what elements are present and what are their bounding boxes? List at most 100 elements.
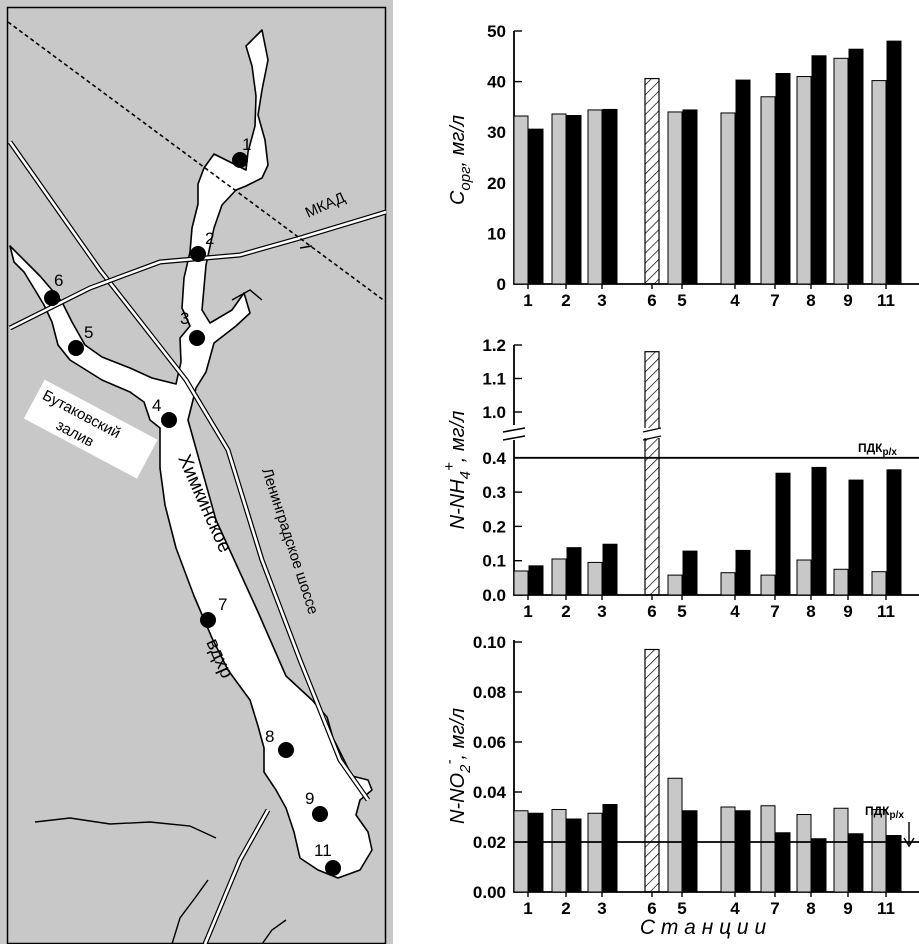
bar-grey: [513, 570, 529, 596]
bar-grey: [587, 812, 603, 893]
bar-black: [682, 109, 698, 285]
y-tick-label: 10: [487, 224, 506, 243]
bar-black: [811, 466, 827, 596]
x-tick-label: 6: [647, 899, 656, 918]
reservoir-map: 1 2 3 4 5 6 7 8 9 11 МКАД Бутаковский за…: [0, 0, 393, 945]
bars: [513, 40, 902, 285]
chart-no2: 0.00 0.02 0.04 0.06 0.08 0.10 1 2 3 6 5 4 7 8 9 11 ПДК…: [441, 633, 919, 939]
bar-black: [775, 73, 791, 285]
bar-grey: [871, 571, 887, 596]
x-tick-label: 5: [677, 602, 686, 621]
x-tick-label: 2: [561, 291, 570, 310]
y-tick-label: 0.02: [473, 833, 506, 852]
station-label: 4: [152, 396, 161, 415]
x-ticks: 1 2 3 6 5 4 7 8 9 11: [523, 595, 895, 621]
bar-grey: [720, 806, 736, 893]
x-tick-label: 9: [843, 291, 852, 310]
y-tick-label: 1.1: [482, 370, 506, 389]
x-tick-label: 3: [597, 899, 606, 918]
y-axis-label: N-NO2-, мг/л: [441, 708, 474, 824]
x-tick-label: 4: [730, 899, 740, 918]
tributary-line: [299, 245, 313, 249]
bar-black: [848, 833, 864, 893]
chart-nh4: 0.0 0.1 0.2 0.3 0.4 1.0 1.1 1.2 1 2 3 6 5 4 7 8 9 11 ПДК…: [441, 336, 919, 621]
railway-line: [7, 21, 387, 303]
y-ticks: 0.00 0.02 0.04 0.06 0.08 0.10: [473, 633, 522, 902]
bar-grey: [833, 807, 849, 893]
x-tick-label: 7: [770, 602, 779, 621]
bar-break-mark: [642, 427, 662, 441]
bar-grey: [720, 572, 736, 596]
bar-grey: [720, 112, 736, 285]
y-ticks: 0 10 20 30 40 50: [487, 22, 522, 294]
bar-black: [682, 550, 698, 596]
bars: [513, 648, 902, 893]
axis-break-mark: [502, 427, 526, 441]
bar-grey: [667, 574, 683, 596]
x-tick-label: 3: [597, 602, 606, 621]
x-tick-label: 1: [523, 291, 532, 310]
y-axis-label: N-NH4+, мг/л: [441, 411, 474, 530]
y-tick-label: 0.06: [473, 733, 506, 752]
bar-black: [528, 565, 544, 596]
x-tick-label: 1: [523, 899, 532, 918]
x-tick-label: 6: [647, 602, 656, 621]
bar-grey: [833, 568, 849, 596]
bar-black: [775, 832, 791, 893]
station-1: 1: [232, 135, 251, 168]
tributary-line: [171, 879, 209, 945]
bar-black: [528, 128, 544, 285]
x-tick-label: 4: [730, 291, 740, 310]
station-8: 8: [265, 727, 294, 758]
bar-black: [735, 79, 751, 285]
x-axis-label: С т а н ц и и: [640, 916, 767, 939]
bar-black: [602, 543, 618, 596]
y-tick-label: 0.08: [473, 683, 506, 702]
bar-black: [811, 838, 827, 893]
x-tick-label: 5: [677, 899, 686, 918]
x-ticks: 1 2 3 6 5 4 7 8 9 11: [523, 892, 895, 918]
bar-black: [848, 479, 864, 596]
x-tick-label: 3: [597, 291, 606, 310]
bar-grey: [796, 559, 812, 596]
x-tick-label: 5: [677, 291, 686, 310]
bar-black: [682, 810, 698, 893]
chart-corg: 0 10 20 30 40 50 1 2 3 6 5 4 7 8 9 11 Cорг, мг/л: [447, 22, 919, 310]
bar-black: [886, 469, 902, 596]
bar-grey: [760, 574, 776, 596]
station-label: 7: [218, 595, 227, 614]
lower-road-fill: [203, 809, 270, 945]
station-label: 1: [242, 135, 251, 154]
station-label: 11: [314, 841, 332, 860]
y-tick-label: 0.04: [473, 783, 507, 802]
x-tick-label: 11: [877, 899, 895, 918]
y-axis-label: Cорг, мг/л: [447, 115, 474, 205]
station-9: 9: [305, 789, 328, 822]
bar-grey: [667, 111, 683, 285]
bar-black: [602, 804, 618, 893]
bar-black: [735, 549, 751, 596]
station-4: 4: [152, 396, 177, 428]
bar-black: [566, 547, 582, 596]
y-tick-label: 0: [497, 275, 506, 294]
station-label: 9: [305, 789, 314, 808]
bar-grey: [587, 561, 603, 596]
bar-black: [602, 108, 618, 285]
bar-grey: [513, 810, 529, 893]
station-label: 6: [54, 271, 63, 290]
bar-black: [566, 818, 582, 893]
station-label: 5: [84, 323, 93, 342]
bars: [513, 351, 902, 596]
station-label: 2: [205, 229, 214, 248]
x-tick-label: 9: [843, 899, 852, 918]
bar-black: [886, 40, 902, 285]
y-tick-label: 30: [487, 123, 506, 142]
x-tick-label: 2: [561, 602, 570, 621]
y-tick-label: 0.3: [482, 483, 506, 502]
station-2: 2: [190, 229, 214, 262]
x-tick-label: 8: [806, 899, 815, 918]
x-tick-label: 2: [561, 899, 570, 918]
x-tick-label: 11: [877, 602, 895, 621]
x-tick-label: 8: [806, 602, 815, 621]
